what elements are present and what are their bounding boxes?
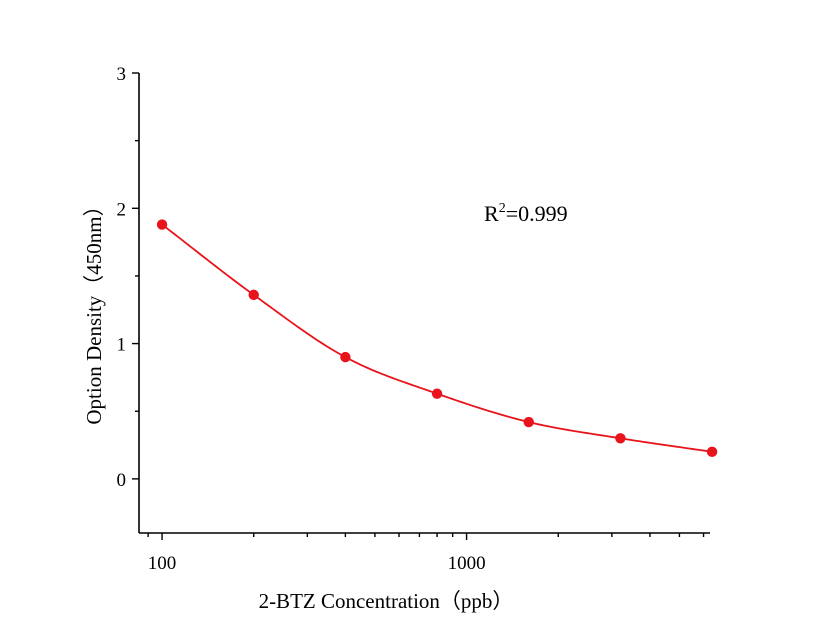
x-tick-label: 1000 bbox=[448, 553, 486, 574]
r-squared-annotation: R2=0.999 bbox=[484, 201, 568, 226]
y-tick-label: 0 bbox=[117, 470, 127, 491]
y-tick-label: 1 bbox=[117, 335, 127, 356]
x-ticks: 100 1000 bbox=[147, 533, 705, 574]
y-axis-title: Option Density（450nm） bbox=[82, 195, 106, 424]
r-squared-prefix: R bbox=[484, 201, 499, 226]
axes: 0 1 2 3 100 1000 bbox=[117, 64, 710, 574]
data-point bbox=[156, 219, 168, 230]
data-point bbox=[523, 416, 534, 428]
data-point bbox=[706, 446, 718, 458]
y-ticks: 0 1 2 3 bbox=[117, 64, 139, 491]
plot-area bbox=[156, 219, 718, 458]
y-tick-label: 3 bbox=[117, 64, 127, 85]
r-squared-sup: 2 bbox=[499, 201, 506, 216]
r-squared-value: =0.999 bbox=[506, 201, 568, 226]
data-point bbox=[340, 351, 351, 363]
data-point bbox=[615, 433, 626, 444]
x-axis-title: 2-BTZ Concentration（ppb） bbox=[259, 589, 514, 613]
fit-curve bbox=[161, 223, 713, 453]
data-point bbox=[248, 289, 259, 301]
data-point bbox=[431, 388, 443, 399]
x-tick-label: 100 bbox=[148, 553, 177, 574]
y-tick-label: 2 bbox=[117, 199, 127, 220]
